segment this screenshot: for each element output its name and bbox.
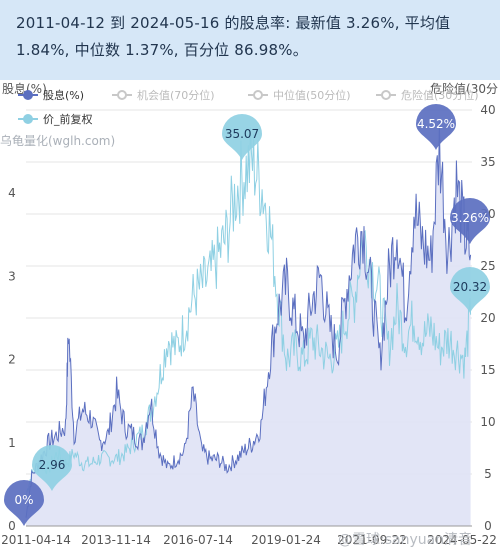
latest-dividend-bubble: 3.26% [450,198,490,244]
right-tick-label: 10 [480,415,495,429]
legend-item: 危险值(30分位) [376,88,479,102]
legend-label: 机会值(70分位) [137,88,215,102]
x-tick-label: 2021-09-22 [337,533,407,547]
summary-line-2: 1.84%, 中位数 1.37%, 百分位 86.98%。 [16,41,308,59]
legend-circle-marker [381,90,391,100]
right-tick-label: 20 [480,311,495,325]
legend-label: 价_前复权 [43,112,93,126]
bubble-label: 35.07 [225,127,259,141]
summary-line-1: 2011-04-12 到 2024-05-16 的股息率: 最新值 3.26%,… [16,14,451,32]
dividend-series-line [25,121,472,518]
left-tick-label: 0 [8,519,16,533]
legend-label: 中位值(50分位) [273,88,351,102]
legend-item: 中位值(50分位) [248,88,351,102]
bubble-shape [222,114,262,160]
x-tick-label: 2019-01-24 [251,533,321,547]
max-price-bubble: 35.07 [222,114,262,160]
bubble-shape [450,267,490,313]
min-dividend-bubble: 0% [4,480,44,526]
legend-circle-marker [23,90,33,100]
left-axis-title: 股息(%) [2,81,47,96]
right-tick-label: 15 [480,363,495,377]
summary-banner: 2011-04-12 到 2024-05-16 的股息率: 最新值 3.26%,… [0,0,500,80]
max-dividend-bubble: 4.52% [416,104,456,150]
dividend-area [26,121,471,526]
right-tick-label: 35 [480,155,495,169]
dividend-line [25,121,472,518]
x-tick-label: 2013-11-14 [81,533,151,547]
x-tick-label: 2024-05-22 [427,533,497,547]
left-tick-label: 3 [8,269,16,283]
footer-watermark: @雪球:sanyuan清音 [338,531,472,548]
right-tick-label: 0 [484,519,492,533]
latest-price-bubble: 20.32 [450,267,490,313]
legend-item: 股息(%) [18,88,84,102]
right-axis-title: 危险值(30分 [430,81,498,96]
legend: 股息(%) 机会值(70分位) 中位值(50分位) 危险值(30分位) 价_前复权 [18,88,479,126]
x-tick-label: 2016-07-14 [163,533,233,547]
right-tick-label: 25 [480,259,495,273]
bubble-shape [32,445,72,491]
legend-item: 价_前复权 [18,112,93,126]
legend-circle-marker [23,114,33,124]
legend-circle-marker [253,90,263,100]
annotation-bubbles: 0% 4.52% 3.26% 2.96 35.07 20.32 [4,104,490,526]
right-tick-label: 5 [484,467,492,481]
bubble-shape [416,104,456,150]
bubble-label: 0% [14,493,33,507]
legend-label: 危险值(30分位) [401,88,479,102]
left-tick-label: 4 [8,186,16,200]
bubble-label: 2.96 [39,458,66,472]
bubble-shape [4,480,44,526]
legend-circle-marker [117,90,127,100]
axes: 012340510152025303540股息(%)危险值(30分2011-04… [1,81,498,547]
legend-item: 机会值(70分位) [112,88,215,102]
bubble-label: 3.26% [451,211,489,225]
bubble-label: 20.32 [453,280,487,294]
legend-label: 股息(%) [43,88,84,102]
left-tick-label: 2 [8,353,16,367]
left-tick-label: 1 [8,436,16,450]
dividend-yield-chart: 012340510152025303540股息(%)危险值(30分2011-04… [0,81,498,548]
watermark-text: 乌龟量化(wglh.com) [0,133,115,148]
bubble-shape [450,198,490,244]
right-tick-label: 40 [480,103,495,117]
min-price-bubble: 2.96 [32,445,72,491]
x-tick-label: 2011-04-14 [1,533,71,547]
dividend-area-fill [26,121,471,526]
bubble-label: 4.52% [417,117,455,131]
